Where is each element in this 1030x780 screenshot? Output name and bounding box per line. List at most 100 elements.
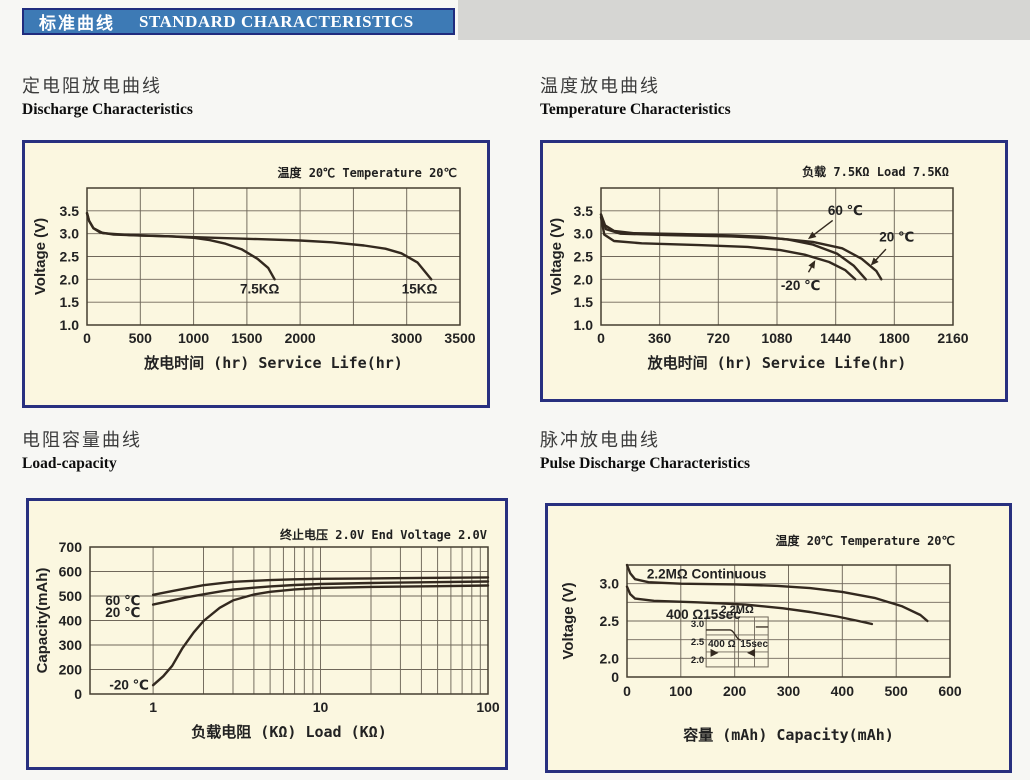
axis-tick-label-y: 3.5 bbox=[60, 203, 80, 219]
chart-panel-discharge: 温度 20℃ Temperature 20℃ 0 500 1000 1500 2000 3… bbox=[22, 140, 490, 408]
axis-tick-label-x: 1440 bbox=[820, 330, 851, 346]
annotation-arrow-line bbox=[874, 248, 887, 262]
axis-tick-label-x: 3000 bbox=[391, 330, 422, 346]
axis-tick-label-x: 1080 bbox=[761, 330, 792, 346]
plot-frame bbox=[600, 187, 954, 326]
series-curve-20- bbox=[151, 580, 490, 606]
axis-tick-label-y: 2.5 bbox=[60, 249, 80, 265]
page-banner: 标准曲线 STANDARD CHARACTERISTICS bbox=[22, 8, 455, 35]
plot-frame bbox=[626, 564, 951, 678]
inset-top-label: 2.2MΩ bbox=[721, 604, 754, 616]
section-title-cn-temperature: 温度放电曲线 bbox=[540, 76, 660, 96]
section-title-en-pulse: Pulse Discharge Characteristics bbox=[540, 455, 751, 472]
y-axis-title: Capacity(mAh) bbox=[34, 568, 51, 674]
inset-waveform bbox=[706, 629, 742, 641]
series-label: 2.2MΩ Continuous bbox=[647, 567, 767, 582]
axis-tick-label-x: 1800 bbox=[879, 330, 910, 346]
axis-tick-label-y: 0 bbox=[611, 669, 619, 685]
series-curve--20- bbox=[599, 216, 857, 281]
discharge-chart: 0 500 1000 1500 2000 3000 3500 1.0 1.5 2.0 2.5 3.0 3… bbox=[32, 187, 476, 372]
y-axis-title: Voltage (V) bbox=[560, 582, 577, 659]
axis-tick-label-x: 200 bbox=[723, 683, 747, 699]
chart-annotation-load-capacity: 终止电压 2.0V End Voltage 2.0V bbox=[280, 528, 487, 542]
load-capacity-chart: 1 10 100 0 200 300 400 500 600 700 60 ℃20 ℃ -20 ℃ 负载… bbox=[34, 539, 500, 741]
series-curve-60- bbox=[151, 576, 490, 596]
inset-y-label: 2.0 bbox=[691, 655, 704, 666]
axis-tick-label-y: 3.0 bbox=[574, 226, 594, 242]
section-title-cn-pulse: 脉冲放电曲线 bbox=[540, 430, 660, 450]
annotation-arrowhead-icon bbox=[808, 260, 816, 269]
chart-annotation-temperature: 负载 7.5KΩ Load 7.5KΩ bbox=[802, 165, 949, 179]
series-label: 7.5KΩ bbox=[240, 281, 280, 296]
axis-tick-label-y: 600 bbox=[59, 564, 83, 580]
y-axis-title: Voltage (V) bbox=[548, 218, 565, 295]
axis-tick-label-x: 1000 bbox=[178, 330, 209, 346]
annotation-arrowhead-icon bbox=[870, 257, 879, 266]
axis-tick-label-x: 10 bbox=[313, 699, 329, 715]
inset-pulse-right-label: 15sec bbox=[740, 639, 768, 650]
annotation-arrowhead-icon bbox=[807, 231, 817, 240]
banner-title-cn: 标准曲线 bbox=[39, 14, 115, 33]
chart-annotation-pulse: 温度 20℃ Temperature 20℃ bbox=[775, 534, 955, 548]
series-curve--20- bbox=[151, 584, 490, 687]
axis-tick-label-y: 200 bbox=[59, 662, 83, 678]
axis-tick-label-y: 500 bbox=[59, 588, 83, 604]
inset-box bbox=[705, 616, 769, 668]
inset-y-label: 2.5 bbox=[691, 637, 705, 648]
axis-tick-label-x: 360 bbox=[648, 330, 672, 346]
axis-tick-label-y: 2.0 bbox=[574, 271, 594, 287]
axis-tick-label-x: 0 bbox=[623, 683, 631, 699]
chart-panel-load-capacity: 终止电压 2.0V End Voltage 2.0V 1 10 100 0 200 300… bbox=[26, 498, 508, 770]
axis-tick-label-y: 400 bbox=[59, 613, 83, 629]
axis-tick-label-y: 2.0 bbox=[600, 650, 620, 666]
axis-tick-label-y: 2.5 bbox=[574, 249, 594, 265]
section-title-cn-discharge: 定电阻放电曲线 bbox=[22, 76, 162, 96]
chart-panel-temperature: 负载 7.5KΩ Load 7.5KΩ 0 360 720 1080 1440 1800 2… bbox=[540, 140, 1008, 402]
axis-tick-label-y: 2.5 bbox=[600, 613, 620, 629]
axis-tick-label-y: 0 bbox=[74, 686, 82, 702]
axis-tick-label-x: 100 bbox=[669, 683, 693, 699]
series-label: 20 ℃ bbox=[879, 229, 914, 244]
section-title-cn-load-capacity: 电阻容量曲线 bbox=[22, 430, 142, 450]
series-label: 60 ℃ bbox=[105, 593, 140, 608]
plot-frame bbox=[86, 187, 461, 326]
series-label: -20 ℃ bbox=[781, 278, 821, 293]
series-curve-15k- bbox=[85, 211, 433, 281]
x-axis-title: 负载电阻 (KΩ) Load (KΩ) bbox=[191, 723, 386, 741]
axis-tick-label-x: 100 bbox=[476, 699, 500, 715]
series-label: 400 Ω15sec bbox=[666, 607, 741, 622]
axis-tick-label-x: 3500 bbox=[444, 330, 475, 346]
axis-tick-label-y: 300 bbox=[59, 637, 83, 653]
pulse-chart: 0 100 200 300 400 500 600 0 2.0 2.5 3.0 2.2MΩ 3.0 2.5… bbox=[560, 563, 962, 744]
axis-tick-label-x: 1 bbox=[149, 699, 157, 715]
series-curve-2-2m-continuous bbox=[625, 563, 929, 623]
x-axis-title: 放电时间 (hr) Service Life(hr) bbox=[647, 354, 907, 372]
axis-tick-label-y: 1.0 bbox=[574, 317, 594, 333]
inset-y-label: 3.0 bbox=[691, 619, 704, 630]
axis-tick-label-x: 720 bbox=[707, 330, 731, 346]
axis-tick-label-y: 700 bbox=[59, 539, 83, 555]
series-label: 20 ℃ bbox=[105, 605, 140, 620]
axis-tick-label-x: 600 bbox=[938, 683, 962, 699]
chart-panel-pulse: 温度 20℃ Temperature 20℃ 0 100 200 300 400 500 6… bbox=[545, 503, 1012, 773]
axis-tick-label-x: 500 bbox=[129, 330, 153, 346]
axis-tick-label-x: 0 bbox=[83, 330, 91, 346]
inset-pulse-left-label: 400 Ω bbox=[708, 639, 735, 650]
axis-tick-label-x: 2000 bbox=[285, 330, 316, 346]
banner-title-en: STANDARD CHARACTERISTICS bbox=[139, 11, 414, 31]
axis-tick-label-y: 2.0 bbox=[60, 271, 80, 287]
section-title-en-load-capacity: Load-capacity bbox=[22, 455, 117, 472]
scan-artifact-band bbox=[458, 0, 1030, 40]
plot-frame bbox=[89, 546, 489, 695]
axis-tick-label-y: 3.5 bbox=[574, 203, 594, 219]
axis-tick-label-y: 1.0 bbox=[60, 317, 80, 333]
series-label: 60 ℃ bbox=[828, 203, 863, 218]
axis-tick-label-y: 3.0 bbox=[600, 576, 620, 592]
axis-tick-label-x: 500 bbox=[884, 683, 908, 699]
annotation-arrow-line bbox=[812, 219, 834, 237]
section-title-en-discharge: Discharge Characteristics bbox=[22, 101, 193, 118]
x-axis-title: 容量 (mAh) Capacity(mAh) bbox=[682, 726, 894, 744]
x-axis-title: 放电时间 (hr) Service Life(hr) bbox=[143, 354, 403, 372]
axis-tick-label-y: 1.5 bbox=[60, 294, 80, 310]
